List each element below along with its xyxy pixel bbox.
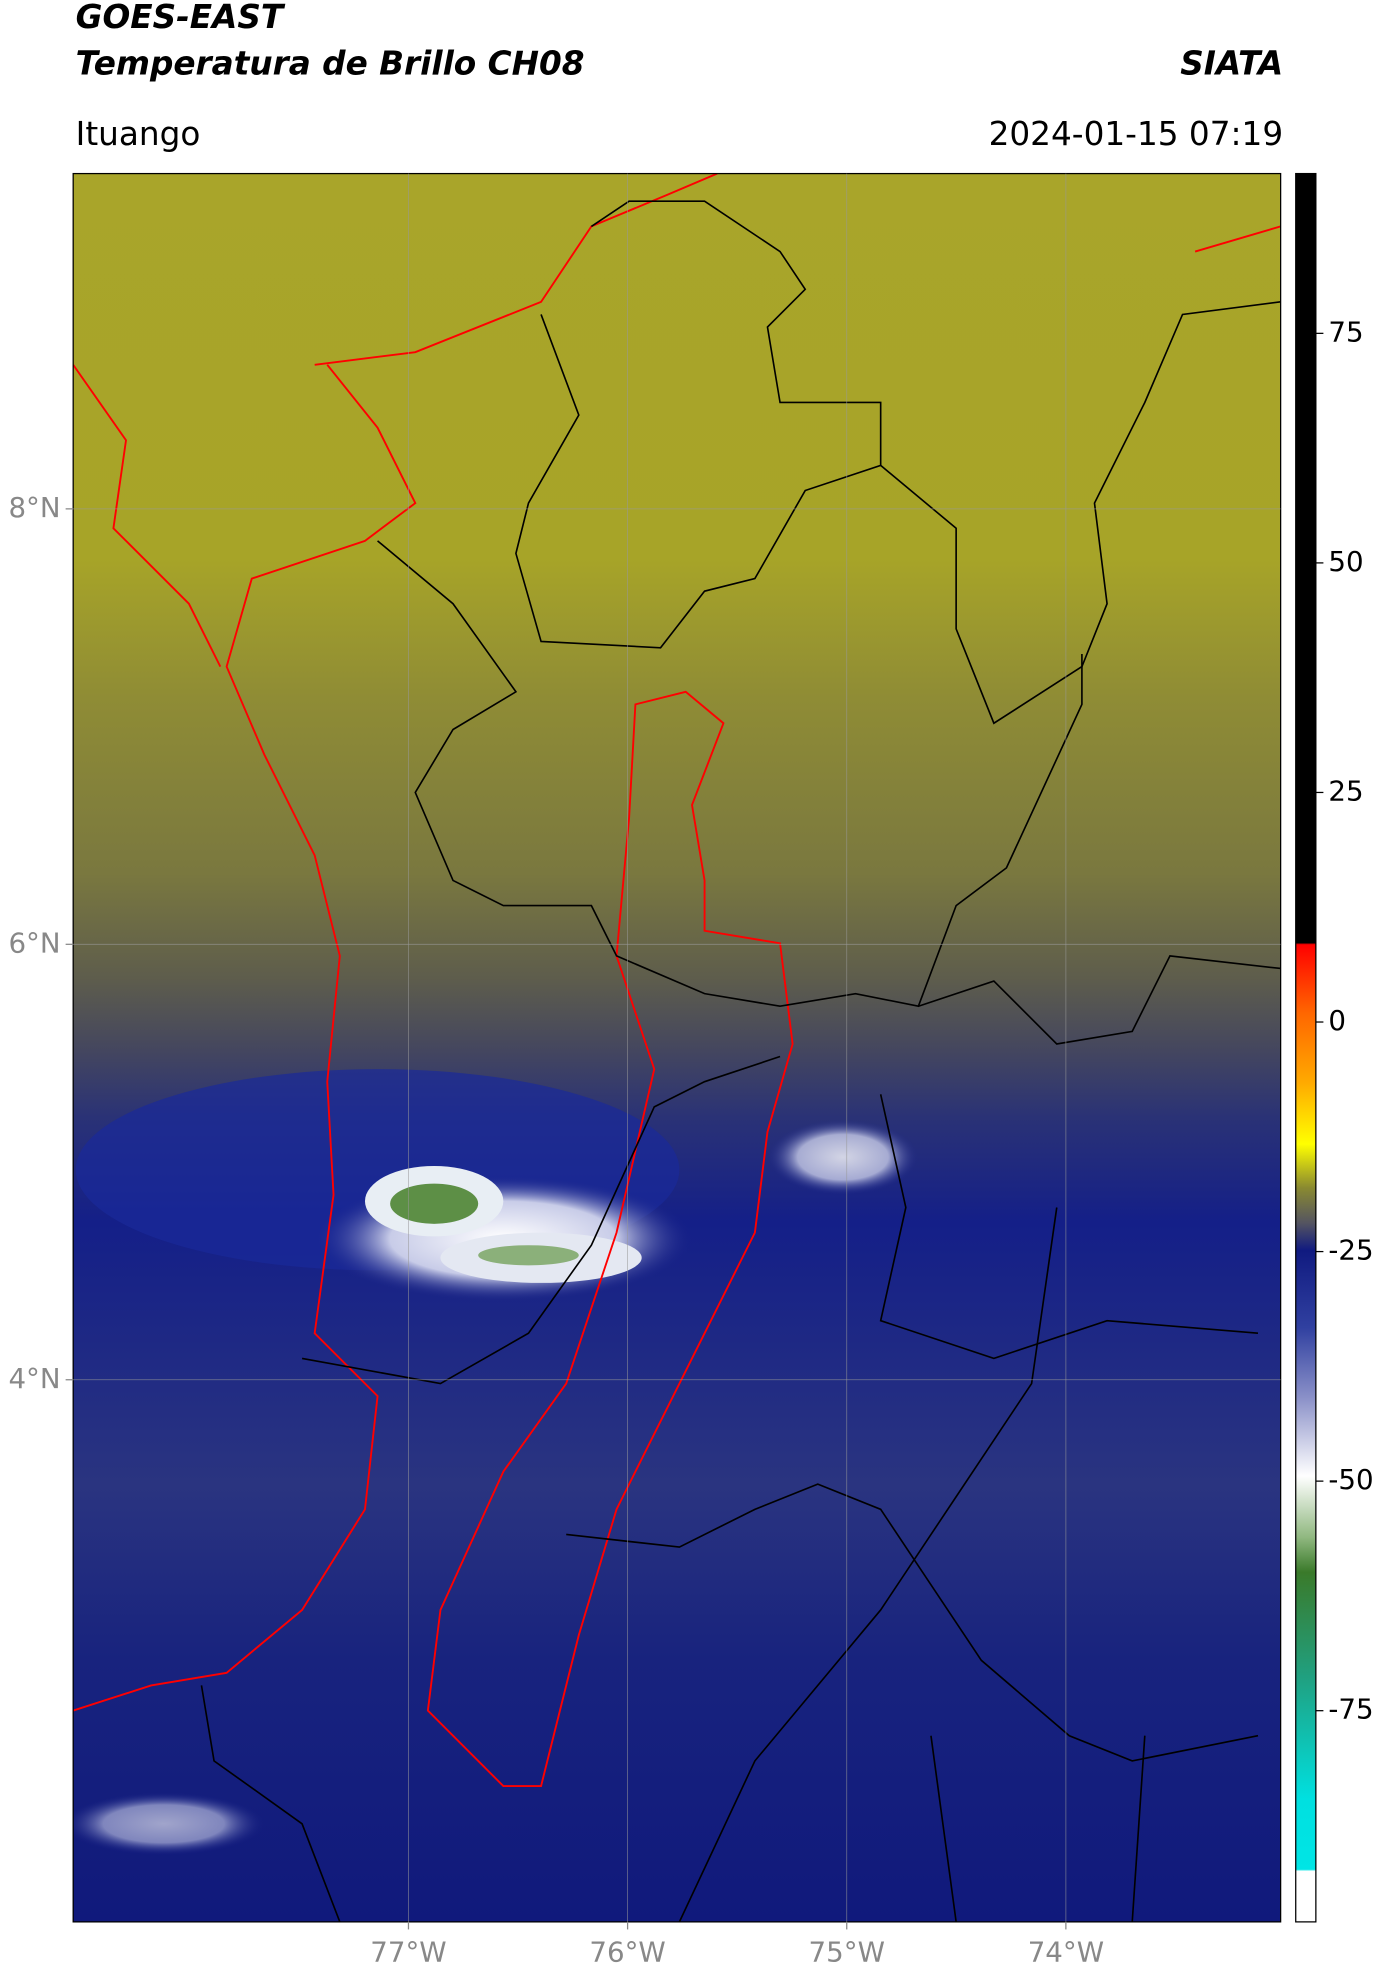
- colorbar-tick-label: 25: [1328, 774, 1363, 807]
- x-tick-label: 77°W: [370, 1935, 446, 1968]
- datetime: 2024-01-15 07:19: [989, 115, 1284, 153]
- y-tick-label: 8°N: [8, 491, 60, 524]
- map-frame: [72, 172, 1282, 1923]
- colorbar-tick-label: 75: [1328, 315, 1363, 348]
- colorbar-tick-label: -50: [1328, 1463, 1373, 1496]
- map-raster: [73, 173, 1281, 1922]
- brand: SIATA: [1180, 44, 1283, 82]
- colorbar-tick-label: -75: [1328, 1693, 1373, 1726]
- location: Ituango: [76, 115, 201, 153]
- x-tick-label: 75°W: [809, 1935, 885, 1968]
- colorbar-tick-label: -25: [1328, 1234, 1373, 1267]
- x-tick-label: 76°W: [589, 1935, 665, 1968]
- colorbar: [1295, 172, 1317, 1923]
- y-tick-label: 6°N: [8, 926, 60, 959]
- subtitle: Temperatura de Brillo CH08: [76, 44, 585, 82]
- colorbar-tick-label: 50: [1328, 545, 1363, 578]
- title: GOES-EAST: [76, 0, 286, 36]
- x-tick-label: 74°W: [1028, 1935, 1104, 1968]
- y-tick-label: 4°N: [8, 1362, 60, 1395]
- colorbar-tick-label: 0: [1328, 1004, 1346, 1037]
